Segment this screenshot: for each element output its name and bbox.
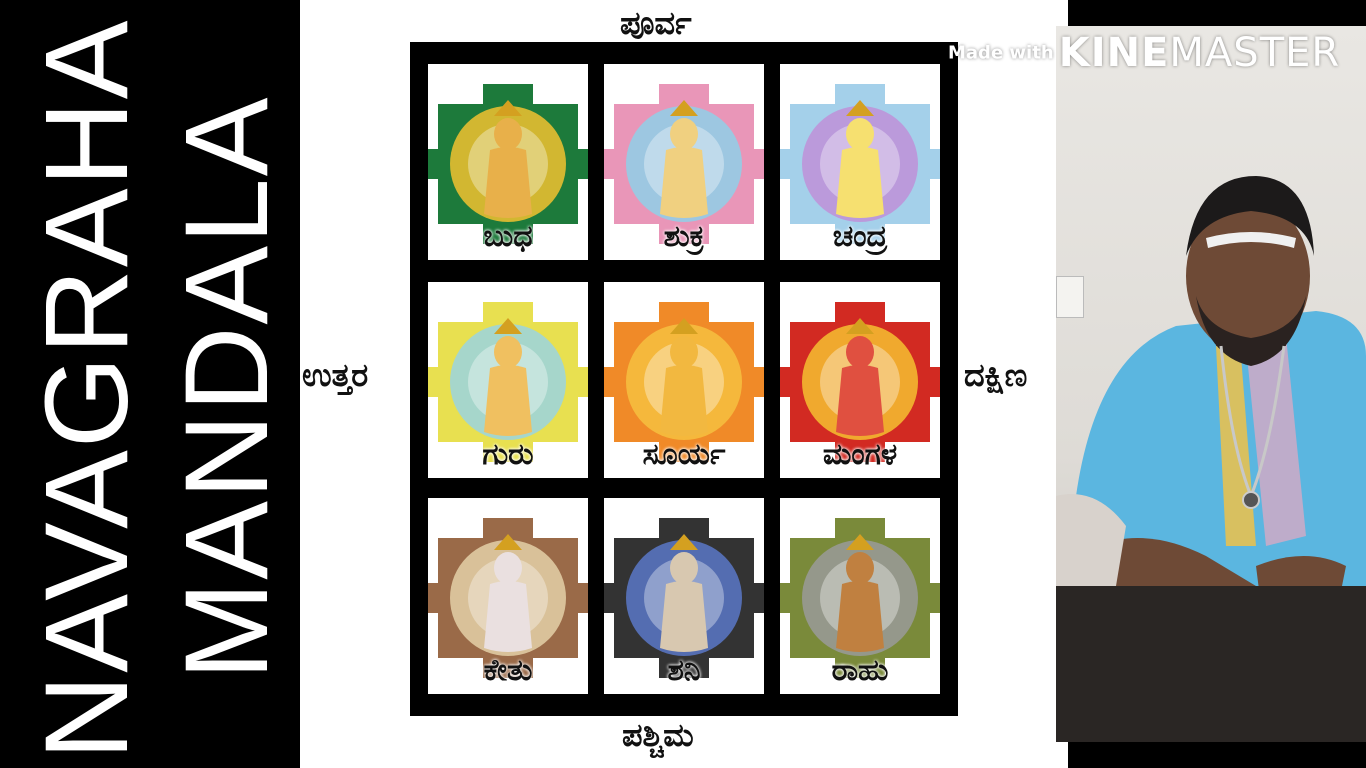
yantra-emblem: [780, 518, 940, 678]
title-mandala: MANDALA: [161, 95, 293, 680]
graha-label: ಚಂದ್ರ: [832, 219, 888, 254]
watermark-made-with: Made with: [948, 42, 1054, 64]
direction-east: ಪೂರ್ವ: [620, 4, 692, 42]
graha-cell: ಮಂಗಳ: [780, 282, 940, 478]
watermark-master: MASTER: [1169, 30, 1341, 76]
graha-cell: ಶುಕ್ರ: [604, 64, 764, 260]
yantra-emblem: [780, 84, 940, 244]
presenter-video: [1056, 26, 1366, 742]
navagraha-grid: ಬುಧ ಶುಕ್ರ ಚಂದ್ರ ಗುರು ಸೂರ್ಯ ಮಂಗಳ ಕೇತು ಶನಿ ರಾಹು: [410, 42, 958, 716]
watermark-kine: KINE: [1058, 30, 1170, 76]
graha-label: ಸೂರ್ಯ: [642, 437, 726, 472]
wall-switch: [1056, 276, 1084, 318]
direction-west: ಪಶ್ಚಿಮ: [622, 716, 694, 754]
mandala-panel: ಪೂರ್ವ ಉತ್ತರ ದಕ್ಷಿಣ ಪಶ್ಚಿಮ ಬುಧ ಶುಕ್ರ ಚಂದ್ರ ಗ…: [300, 0, 1068, 768]
graha-label: ಕೇತು: [483, 653, 533, 688]
yantra-emblem: [604, 518, 764, 678]
title-column: NAVAGRAHA MANDALA: [0, 0, 300, 768]
graha-cell: ಕೇತು: [428, 498, 588, 694]
graha-cell: ಬುಧ: [428, 64, 588, 260]
graha-cell: ಶನಿ: [604, 498, 764, 694]
graha-cell: ಚಂದ್ರ: [780, 64, 940, 260]
yantra-emblem: [604, 302, 764, 462]
graha-label: ಮಂಗಳ: [822, 437, 898, 472]
graha-label: ರಾಹು: [831, 653, 889, 688]
yantra-emblem: [428, 518, 588, 678]
kinemaster-watermark: Made with KINEMASTER: [948, 30, 1340, 76]
graha-cell: ಗುರು: [428, 282, 588, 478]
direction-north: ಉತ್ತರ: [302, 356, 369, 394]
graha-cell: ಸೂರ್ಯ: [604, 282, 764, 478]
graha-label: ಶುಕ್ರ: [663, 219, 705, 254]
desk: [1056, 586, 1366, 742]
yantra-emblem: [428, 84, 588, 244]
title-navagraha: NAVAGRAHA: [21, 18, 153, 760]
direction-south: ದಕ್ಷಿಣ: [964, 356, 1028, 394]
graha-label: ಗುರು: [482, 437, 534, 472]
graha-label: ಬುಧ: [483, 219, 533, 254]
yantra-emblem: [428, 302, 588, 462]
presenter-figure: [1056, 176, 1366, 620]
graha-cell: ರಾಹು: [780, 498, 940, 694]
yantra-emblem: [780, 302, 940, 462]
yantra-emblem: [604, 84, 764, 244]
graha-label: ಶನಿ: [667, 653, 701, 688]
